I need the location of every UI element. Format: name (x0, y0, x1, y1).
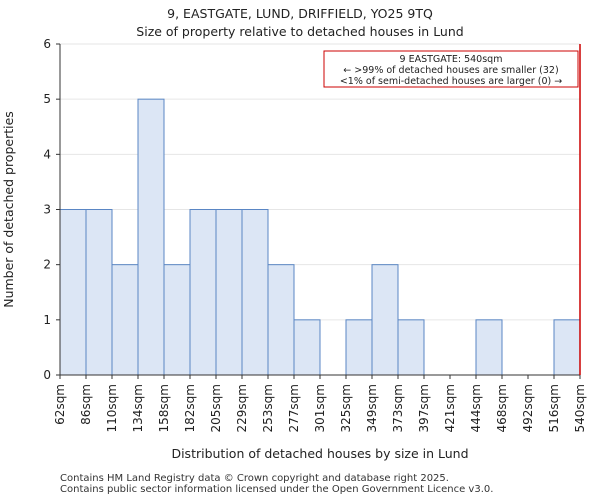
x-tick-label: 301sqm (313, 384, 327, 432)
x-tick-label: 325sqm (339, 384, 353, 432)
histogram-bar (215, 209, 243, 376)
histogram-bar (371, 264, 399, 376)
histogram-bar (59, 209, 87, 376)
x-tick-label: 277sqm (287, 384, 301, 432)
x-tick-label: 158sqm (157, 384, 171, 432)
footer-licence: Contains public sector information licen… (60, 484, 494, 495)
annotation-line-3: <1% of semi-detached houses are larger (… (340, 76, 562, 87)
histogram-bar (475, 319, 503, 376)
x-tick-label: 182sqm (183, 384, 197, 432)
y-axis-label: Number of detached properties (1, 111, 16, 308)
y-tick-label: 4 (43, 147, 51, 161)
histogram-bar (345, 319, 373, 376)
x-tick-label: 205sqm (209, 384, 223, 432)
y-tick-label: 2 (43, 258, 51, 272)
x-tick-label: 349sqm (365, 384, 379, 432)
x-tick-label: 421sqm (443, 384, 457, 432)
histogram-bar (111, 264, 139, 376)
x-axis-label: Distribution of detached houses by size … (171, 446, 468, 461)
annotation-box (323, 50, 579, 88)
x-tick-label: 134sqm (131, 384, 145, 432)
histogram-bar (241, 209, 269, 376)
histogram-bar (189, 209, 217, 376)
x-tick-label: 540sqm (573, 384, 587, 432)
x-tick-label: 397sqm (417, 384, 431, 432)
annotation-line-2: ← >99% of detached houses are smaller (3… (343, 65, 558, 76)
histogram-chart: 0 1 2 3 4 5 6 62sqm 86sqm 110sqm 134sqm 158sqm 182sq… (1, 37, 587, 461)
x-tick-label: 492sqm (521, 384, 535, 432)
histogram-bar (267, 264, 295, 376)
footer-copyright: Contains HM Land Registry data © Crown c… (60, 473, 449, 484)
y-tick-label: 0 (43, 368, 51, 382)
y-tick-label: 6 (43, 37, 51, 51)
x-tick-label: 86sqm (79, 384, 93, 425)
x-tick-label: 110sqm (105, 384, 119, 432)
x-tick-label: 516sqm (547, 384, 561, 432)
x-tick-label: 253sqm (261, 384, 275, 432)
y-tick-label: 5 (43, 92, 51, 106)
histogram-bar (85, 209, 113, 376)
histogram-bar (293, 319, 321, 376)
x-tick-label: 62sqm (53, 384, 67, 425)
y-tick-label: 3 (43, 203, 51, 217)
histogram-bar (397, 319, 425, 376)
x-tick-label: 229sqm (235, 384, 249, 432)
y-tick-label: 1 (43, 313, 51, 327)
x-tick-label: 468sqm (495, 384, 509, 432)
histogram-bar (137, 98, 165, 376)
chart-title: 9, EASTGATE, LUND, DRIFFIELD, YO25 9TQ (167, 6, 433, 21)
histogram-bar (553, 319, 581, 376)
x-tick-label: 373sqm (391, 384, 405, 432)
chart-subtitle: Size of property relative to detached ho… (136, 24, 464, 39)
annotation-line-1: 9 EASTGATE: 540sqm (400, 54, 503, 65)
histogram-bar (163, 264, 191, 376)
x-tick-label: 444sqm (469, 384, 483, 432)
